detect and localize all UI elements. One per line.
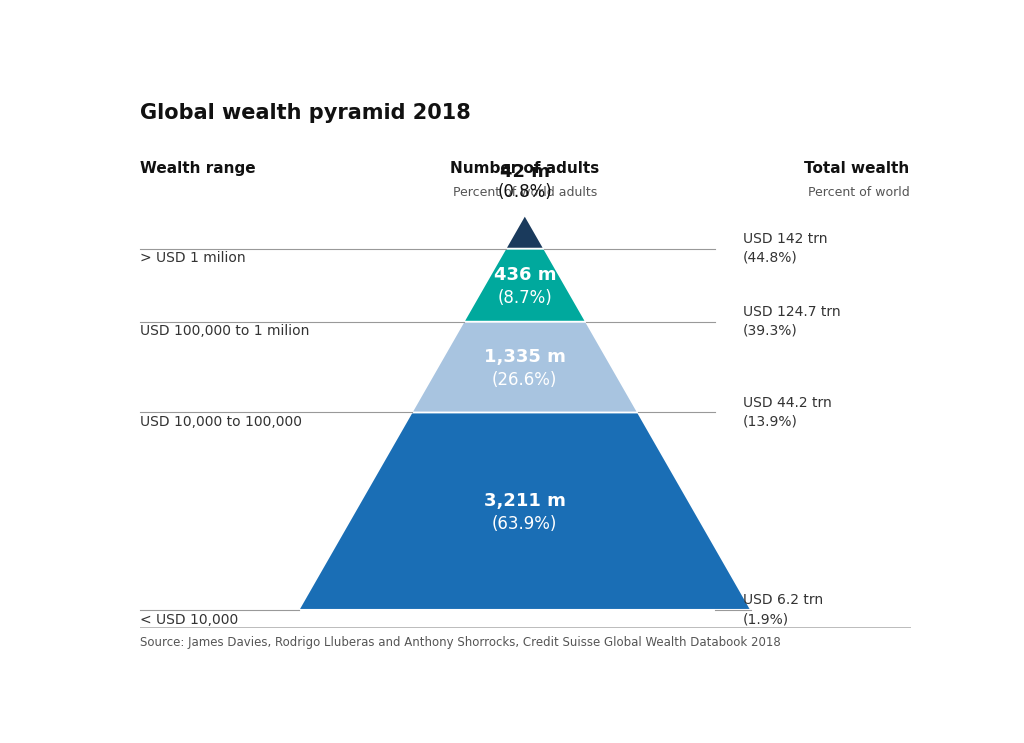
Polygon shape — [412, 322, 638, 412]
Text: 3,211 m: 3,211 m — [484, 492, 565, 510]
Text: (0.8%): (0.8%) — [498, 183, 552, 201]
Text: Global wealth pyramid 2018: Global wealth pyramid 2018 — [140, 103, 471, 123]
Text: < USD 10,000: < USD 10,000 — [140, 613, 239, 626]
Text: USD 44.2 trn: USD 44.2 trn — [743, 396, 831, 410]
Text: Total wealth: Total wealth — [805, 160, 909, 175]
Text: Percent of world: Percent of world — [808, 186, 909, 199]
Text: 1,335 m: 1,335 m — [484, 348, 565, 366]
Text: Wealth range: Wealth range — [140, 160, 256, 175]
Text: Percent of world adults: Percent of world adults — [453, 186, 597, 199]
Text: (8.7%): (8.7%) — [498, 289, 552, 307]
Text: (13.9%): (13.9%) — [743, 415, 798, 429]
Text: (63.9%): (63.9%) — [493, 515, 557, 533]
Text: (1.9%): (1.9%) — [743, 612, 790, 626]
Text: (44.8%): (44.8%) — [743, 251, 798, 265]
Text: USD 124.7 trn: USD 124.7 trn — [743, 305, 841, 319]
Polygon shape — [464, 249, 586, 322]
Text: Source: James Davies, Rodrigo Lluberas and Anthony Shorrocks, Credit Suisse Glob: Source: James Davies, Rodrigo Lluberas a… — [140, 635, 780, 649]
Text: USD 100,000 to 1 milion: USD 100,000 to 1 milion — [140, 325, 309, 339]
Polygon shape — [506, 215, 544, 249]
Polygon shape — [299, 412, 751, 610]
Text: USD 10,000 to 100,000: USD 10,000 to 100,000 — [140, 415, 302, 429]
Text: (26.6%): (26.6%) — [493, 371, 557, 389]
Text: (39.3%): (39.3%) — [743, 324, 798, 338]
Text: USD 6.2 trn: USD 6.2 trn — [743, 594, 823, 608]
Text: > USD 1 milion: > USD 1 milion — [140, 251, 246, 265]
Text: 42 m: 42 m — [500, 163, 550, 181]
Text: USD 142 trn: USD 142 trn — [743, 233, 827, 246]
Text: 436 m: 436 m — [494, 266, 556, 284]
Text: Number of adults: Number of adults — [451, 160, 599, 175]
